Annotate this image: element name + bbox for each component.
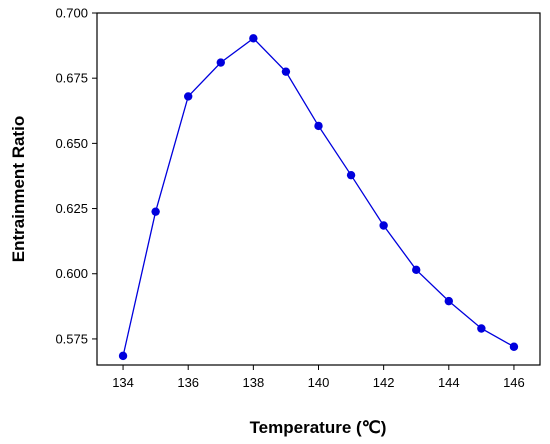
data-point	[216, 58, 225, 67]
x-axis-ticks: 134 136 138 140 142 144 146	[112, 365, 525, 390]
y-tick-label: 0.675	[55, 71, 88, 86]
y-tick-label: 0.700	[55, 6, 88, 21]
x-tick-label: 136	[177, 375, 199, 390]
data-point	[379, 221, 388, 230]
x-tick-label: 146	[503, 375, 525, 390]
x-tick-label: 140	[308, 375, 330, 390]
data-point	[249, 34, 258, 43]
data-point	[118, 351, 128, 361]
x-tick-label: 134	[112, 375, 134, 390]
x-tick-label: 144	[438, 375, 460, 390]
x-tick-label: 138	[243, 375, 265, 390]
y-tick-label: 0.600	[55, 266, 88, 281]
y-tick-label: 0.650	[55, 136, 88, 151]
y-axis-title: Entrainment Ratio	[9, 116, 28, 262]
data-point	[477, 324, 486, 333]
data-point	[444, 296, 453, 306]
data-point	[314, 121, 323, 131]
y-axis-ticks: 0.575 0.600 0.625 0.650 0.675 0.700	[55, 6, 97, 346]
x-axis-title: Temperature (℃)	[250, 418, 387, 437]
data-point	[151, 207, 160, 216]
y-tick-label: 0.625	[55, 201, 88, 216]
data-point	[509, 342, 519, 351]
data-point	[184, 92, 193, 101]
x-tick-label: 142	[373, 375, 395, 390]
data-point	[412, 265, 421, 275]
data-point	[346, 170, 356, 180]
y-tick-label: 0.575	[55, 331, 88, 346]
series-line	[122, 37, 515, 357]
series-points	[118, 34, 519, 361]
plot-frame	[96, 12, 541, 366]
data-point	[281, 67, 291, 76]
